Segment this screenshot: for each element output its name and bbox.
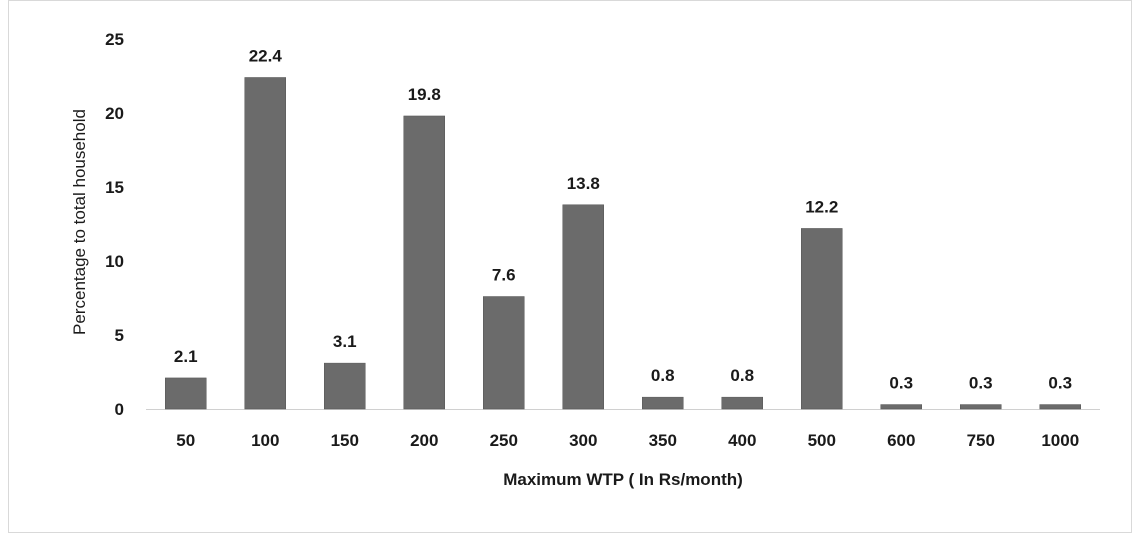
x-tick-label: 500 [808, 431, 836, 450]
bars [165, 77, 1081, 410]
x-tick-label: 100 [251, 431, 279, 450]
bar-50 [165, 377, 207, 410]
bar-100 [244, 77, 286, 410]
x-axis-ticks: 50 100 150 200 250 300 350 400 500 600 750 1000 [176, 431, 1079, 450]
data-label: 2.1 [174, 347, 198, 366]
y-tick-label: 25 [105, 30, 124, 49]
y-tick-label: 0 [115, 400, 124, 419]
bar-350 [642, 396, 684, 410]
bar-500 [801, 228, 843, 410]
x-tick-label: 1000 [1041, 431, 1079, 450]
y-tick-label: 20 [105, 104, 124, 123]
x-tick-label: 150 [331, 431, 359, 450]
data-label: 0.8 [651, 366, 675, 385]
x-tick-label: 600 [887, 431, 915, 450]
x-tick-label: 200 [410, 431, 438, 450]
x-tick-label: 350 [649, 431, 677, 450]
x-axis-title: Maximum WTP ( In Rs/month) [503, 470, 743, 489]
x-tick-label: 750 [967, 431, 995, 450]
data-label: 0.3 [969, 374, 993, 393]
bar-150 [324, 362, 366, 410]
x-tick-label: 300 [569, 431, 597, 450]
bar-200 [403, 115, 445, 410]
bar-400 [721, 396, 763, 410]
x-tick-label: 400 [728, 431, 756, 450]
data-label: 0.8 [730, 366, 754, 385]
data-label: 3.1 [333, 332, 357, 351]
bar-1000 [1039, 404, 1081, 410]
data-label: 19.8 [408, 85, 441, 104]
data-label: 0.3 [1048, 374, 1072, 393]
data-label: 12.2 [805, 197, 838, 216]
y-tick-label: 5 [115, 326, 124, 345]
y-tick-label: 10 [105, 252, 124, 271]
y-tick-label: 15 [105, 178, 124, 197]
bar-750 [960, 404, 1002, 410]
y-axis-title: Percentage to total household [70, 109, 89, 335]
data-label: 7.6 [492, 266, 516, 285]
data-labels: 2.1 22.4 3.1 19.8 7.6 13.8 0.8 0.8 12.2 0.3 0.3 0.3 [174, 46, 1072, 392]
x-tick-label: 250 [490, 431, 518, 450]
data-label: 0.3 [889, 374, 913, 393]
data-label: 13.8 [567, 174, 600, 193]
data-label: 22.4 [249, 46, 283, 65]
bar-600 [880, 404, 922, 410]
x-tick-label: 50 [176, 431, 195, 450]
bar-300 [562, 204, 604, 410]
bar-250 [483, 296, 525, 410]
y-axis-ticks: 0 5 10 15 20 25 [105, 30, 124, 419]
